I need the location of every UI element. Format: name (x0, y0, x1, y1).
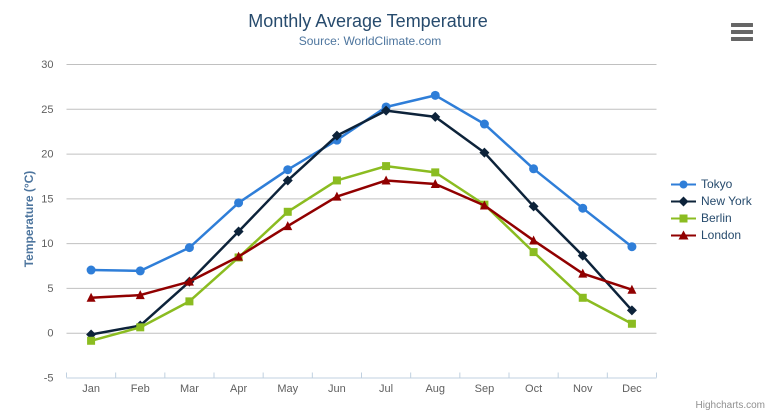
series-line-tokyo[interactable] (89, 94, 634, 273)
data-point-tokyo[interactable] (627, 242, 637, 252)
data-point-london[interactable] (381, 175, 391, 185)
data-point-new-york[interactable] (626, 305, 637, 316)
data-point-london[interactable] (234, 251, 244, 261)
legend-item-berlin[interactable]: Berlin (671, 211, 752, 225)
y-axis-label: 25 (41, 104, 53, 116)
data-point-london[interactable] (135, 290, 145, 300)
data-point-berlin[interactable] (185, 297, 194, 306)
series-line-new-york[interactable] (89, 109, 634, 336)
x-axis-label: Mar (180, 383, 199, 395)
data-point-tokyo[interactable] (430, 90, 440, 100)
legend-item-label: New York (701, 194, 752, 208)
data-point-berlin[interactable] (382, 162, 391, 171)
data-point-london[interactable] (184, 276, 194, 286)
data-point-berlin[interactable] (578, 293, 587, 302)
data-point-new-york[interactable] (577, 250, 588, 261)
chart-title: Monthly Average Temperature (248, 11, 488, 31)
data-point-london[interactable] (86, 292, 96, 302)
data-point-berlin[interactable] (627, 319, 636, 328)
data-point-tokyo[interactable] (184, 243, 194, 253)
y-axis-label: 5 (47, 283, 53, 295)
data-point-tokyo[interactable] (283, 165, 293, 175)
series-line-london[interactable] (89, 179, 634, 300)
data-point-tokyo[interactable] (234, 198, 244, 208)
legend-item-label: London (701, 228, 742, 242)
data-point-berlin[interactable] (431, 168, 440, 177)
series-line-berlin[interactable] (89, 164, 634, 343)
data-point-new-york[interactable] (479, 147, 490, 158)
x-axis-label: Feb (131, 383, 150, 395)
hamburger-bar (731, 30, 753, 34)
data-point-tokyo[interactable] (578, 203, 588, 213)
y-axis-label: 10 (41, 238, 53, 250)
x-axis-label: Nov (573, 383, 593, 395)
data-point-london[interactable] (283, 221, 293, 231)
y-axis-label: 30 (41, 59, 53, 71)
x-axis-label: May (277, 383, 298, 395)
data-point-new-york[interactable] (233, 226, 244, 237)
x-axis-label: Aug (425, 383, 445, 395)
x-axis-label: Oct (525, 383, 542, 395)
data-point-tokyo[interactable] (529, 164, 539, 174)
x-axis-label: Sep (475, 383, 495, 395)
data-point-london[interactable] (479, 200, 489, 210)
y-axis-label: 15 (41, 193, 53, 205)
legend-item-label: Tokyo (701, 177, 733, 191)
chart-subtitle: Source: WorldClimate.com (298, 34, 442, 48)
data-point-tokyo[interactable] (135, 266, 145, 276)
x-axis-label: Dec (622, 383, 642, 395)
data-point-london[interactable] (578, 268, 588, 278)
data-point-london[interactable] (529, 235, 539, 245)
data-point-tokyo[interactable] (86, 265, 96, 275)
y-axis-label: 20 (41, 149, 53, 161)
legend-item-new-york[interactable]: New York (671, 194, 752, 208)
x-axis-label: Jun (328, 383, 346, 395)
legend-marker-triangle-icon (671, 230, 696, 239)
credits-link[interactable]: Highcharts.com (695, 400, 765, 411)
legend: Tokyo New York Berlin London (671, 177, 752, 242)
export-hamburger-menu-icon[interactable] (731, 23, 753, 41)
data-point-berlin[interactable] (332, 176, 341, 185)
legend-item-london[interactable]: London (671, 228, 752, 242)
legend-item-label: Berlin (701, 211, 732, 225)
data-point-london[interactable] (332, 191, 342, 201)
data-point-berlin[interactable] (529, 248, 538, 257)
data-point-new-york[interactable] (528, 201, 539, 212)
legend-marker-square-icon (671, 214, 696, 222)
data-point-new-york[interactable] (282, 175, 293, 186)
data-point-berlin[interactable] (136, 323, 145, 332)
data-point-new-york[interactable] (430, 111, 441, 122)
data-point-new-york[interactable] (381, 105, 392, 116)
x-axis-label: Apr (230, 383, 247, 395)
data-point-london[interactable] (627, 284, 637, 294)
data-point-berlin[interactable] (283, 207, 292, 216)
data-point-tokyo[interactable] (479, 119, 489, 129)
legend-item-tokyo[interactable]: Tokyo (671, 177, 752, 191)
legend-marker-circle-icon (671, 180, 696, 188)
data-point-london[interactable] (430, 179, 440, 189)
x-axis-label: Jan (82, 383, 100, 395)
x-axis-label: Jul (379, 383, 393, 395)
hamburger-bar (731, 37, 753, 41)
legend-marker-diamond-icon (671, 196, 696, 206)
hamburger-bar (731, 23, 753, 27)
data-point-new-york[interactable] (331, 130, 342, 141)
y-axis-label: 0 (47, 328, 53, 340)
y-axis-label: -5 (44, 373, 54, 385)
data-point-berlin[interactable] (87, 336, 96, 345)
